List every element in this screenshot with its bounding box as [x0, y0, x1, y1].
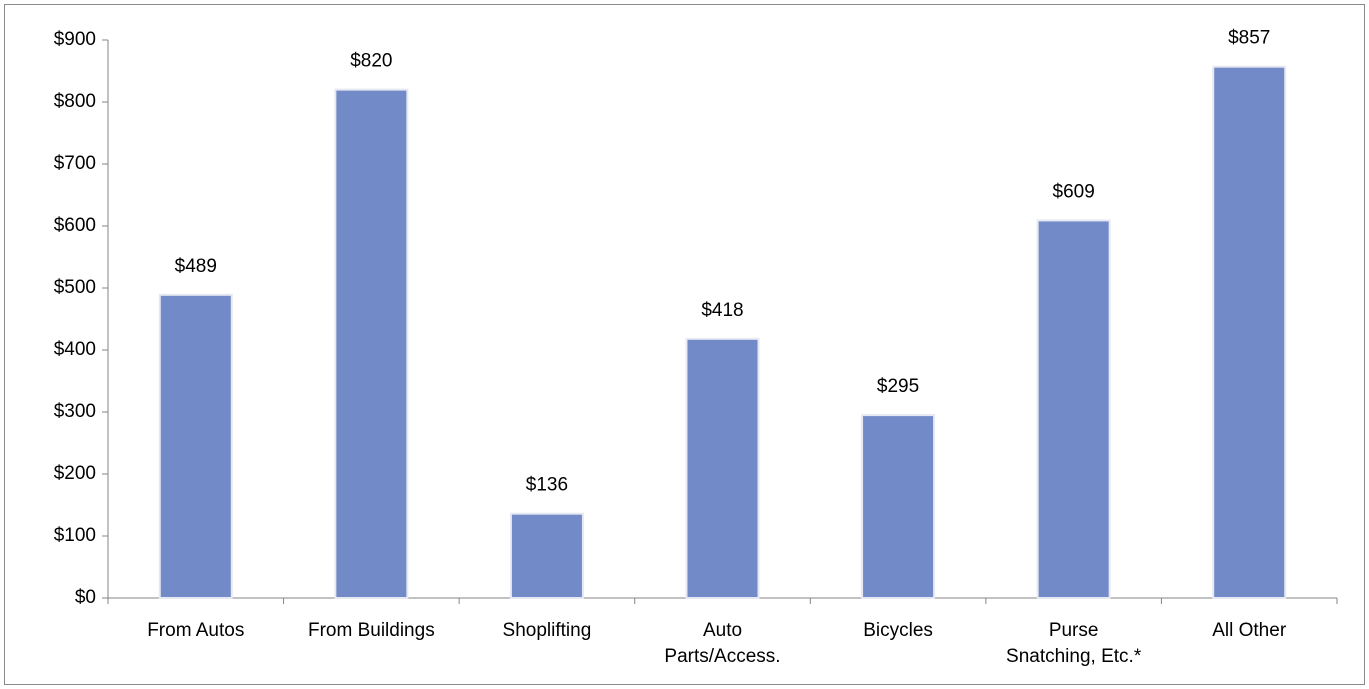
bar [1212, 65, 1287, 600]
bar [334, 88, 409, 599]
chart-border [4, 4, 1365, 685]
y-tick-label: $100 [54, 525, 96, 546]
bar [685, 337, 760, 599]
value-label: $295 [877, 376, 919, 397]
value-label: $489 [175, 256, 217, 277]
y-tick-label: $700 [54, 153, 96, 174]
bar [158, 293, 233, 599]
y-tick-label: $900 [54, 29, 96, 50]
value-label: $609 [1053, 181, 1095, 202]
value-label: $820 [350, 51, 392, 72]
bar [509, 512, 584, 599]
x-tick-label: Auto Parts/Access. [664, 620, 781, 667]
x-tick-label: Bicycles [863, 620, 933, 641]
y-tick-label: $800 [54, 91, 96, 112]
y-tick-label: $300 [54, 401, 96, 422]
bar [861, 414, 936, 599]
x-tick-label: Purse Snatching, Etc.* [1006, 620, 1142, 667]
x-tick-label: From Autos [147, 620, 245, 641]
y-tick-label: $200 [54, 463, 96, 484]
y-tick-label: $500 [54, 277, 96, 298]
x-tick-label: All Other [1212, 620, 1287, 641]
y-tick-label: $400 [54, 339, 96, 360]
y-tick-label: $0 [75, 587, 96, 608]
value-label: $136 [526, 475, 568, 496]
value-label: $418 [701, 300, 743, 321]
value-label: $857 [1228, 28, 1270, 49]
x-tick-label: Shoplifting [502, 620, 592, 641]
y-tick-label: $600 [54, 215, 96, 236]
x-tick-label: From Buildings [307, 620, 435, 641]
bar [1036, 219, 1111, 599]
